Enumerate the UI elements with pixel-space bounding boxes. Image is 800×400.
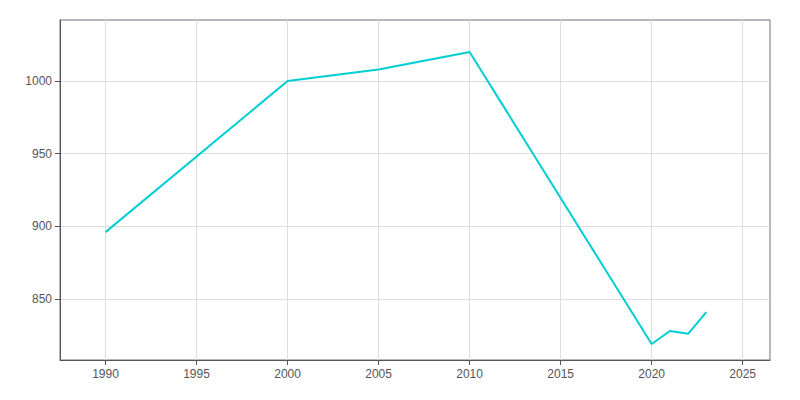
svg-text:2010: 2010 — [456, 367, 483, 381]
svg-text:2005: 2005 — [365, 367, 392, 381]
svg-text:850: 850 — [32, 292, 52, 306]
svg-text:2020: 2020 — [638, 367, 665, 381]
svg-text:2000: 2000 — [274, 367, 301, 381]
svg-text:950: 950 — [32, 147, 52, 161]
svg-text:2015: 2015 — [547, 367, 574, 381]
svg-text:1995: 1995 — [183, 367, 210, 381]
svg-text:1990: 1990 — [92, 367, 119, 381]
svg-text:900: 900 — [32, 219, 52, 233]
svg-text:2025: 2025 — [729, 367, 756, 381]
svg-text:1000: 1000 — [25, 74, 52, 88]
